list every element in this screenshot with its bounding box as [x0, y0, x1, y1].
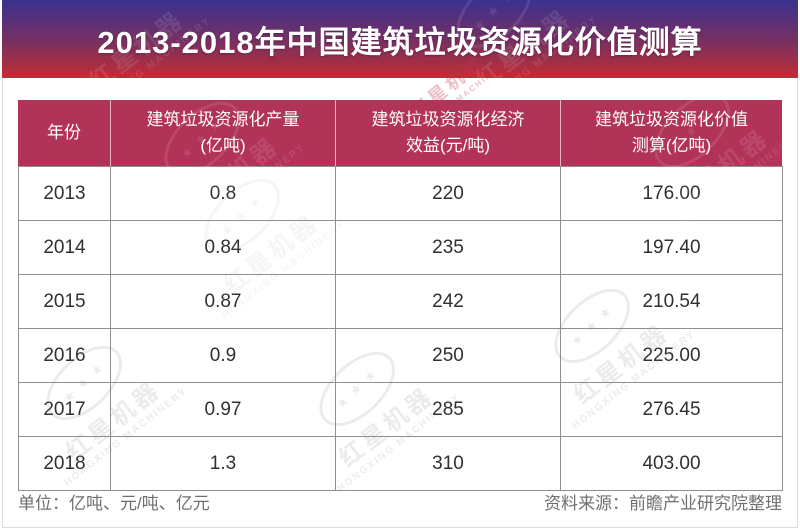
table-row: 2016 0.9 250 225.00: [18, 328, 783, 383]
benefit-cell: 235: [335, 220, 561, 275]
value-cell: 197.40: [560, 220, 783, 275]
value-cell: 176.00: [560, 166, 783, 221]
value-cell: 276.45: [560, 382, 783, 437]
header-year: 年份: [18, 100, 110, 166]
production-cell: 0.97: [110, 382, 336, 437]
header-economic-benefit: 建筑垃圾资源化经济 效益(元/吨): [335, 100, 560, 166]
header-line: 建筑垃圾资源化产量: [146, 110, 300, 129]
year-cell: 2016: [18, 328, 111, 383]
year-cell: 2017: [18, 382, 111, 437]
value-cell: 403.00: [560, 436, 783, 491]
year-cell: 2018: [18, 436, 111, 491]
table-row: 2017 0.97 285 276.45: [18, 382, 783, 437]
table-row: 2015 0.87 242 210.54: [18, 274, 783, 329]
value-cell: 225.00: [560, 328, 783, 383]
header-line: 效益(元/吨): [405, 136, 491, 155]
header-line: 年份: [47, 123, 81, 142]
production-cell: 0.8: [110, 166, 336, 221]
benefit-cell: 250: [335, 328, 561, 383]
units-note: 单位：亿吨、元/吨、亿元: [18, 494, 210, 513]
production-cell: 1.3: [110, 436, 336, 491]
header-production: 建筑垃圾资源化产量 (亿吨): [110, 100, 335, 166]
table-row: 2018 1.3 310 403.00: [18, 436, 783, 491]
production-cell: 0.9: [110, 328, 336, 383]
year-cell: 2013: [18, 166, 111, 221]
header-value-estimate: 建筑垃圾资源化价值 测算(亿吨): [560, 100, 782, 166]
title-banner: ★ ★ ★ 红星机器 HONGXING MACHINERY ★ ★ ★ 红星机器…: [2, 0, 798, 78]
header-line: (亿吨): [200, 136, 246, 155]
year-cell: 2014: [18, 220, 111, 275]
production-cell: 0.87: [110, 274, 336, 329]
table-row: 2013 0.8 220 176.00: [18, 166, 783, 221]
year-cell: 2015: [18, 274, 111, 329]
table-header-row: 年份 建筑垃圾资源化产量 (亿吨) 建筑垃圾资源化经济 效益(元/吨) 建筑垃圾…: [18, 100, 782, 166]
benefit-cell: 310: [335, 436, 561, 491]
table-row: 2014 0.84 235 197.40: [18, 220, 783, 275]
header-line: 测算(亿吨): [631, 136, 712, 155]
data-table: 年份 建筑垃圾资源化产量 (亿吨) 建筑垃圾资源化经济 效益(元/吨) 建筑垃圾…: [18, 100, 783, 491]
value-cell: 210.54: [560, 274, 783, 329]
page-title: 2013-2018年中国建筑垃圾资源化价值测算: [97, 24, 703, 60]
benefit-cell: 220: [335, 166, 561, 221]
production-cell: 0.84: [110, 220, 336, 275]
benefit-cell: 285: [335, 382, 561, 437]
header-line: 建筑垃圾资源化价值: [595, 110, 748, 129]
footer: 单位：亿吨、元/吨、亿元 资料来源：前瞻产业研究院整理: [18, 489, 782, 514]
header-line: 建筑垃圾资源化经济: [371, 110, 525, 129]
source-note: 资料来源：前瞻产业研究院整理: [544, 494, 782, 513]
benefit-cell: 242: [335, 274, 561, 329]
